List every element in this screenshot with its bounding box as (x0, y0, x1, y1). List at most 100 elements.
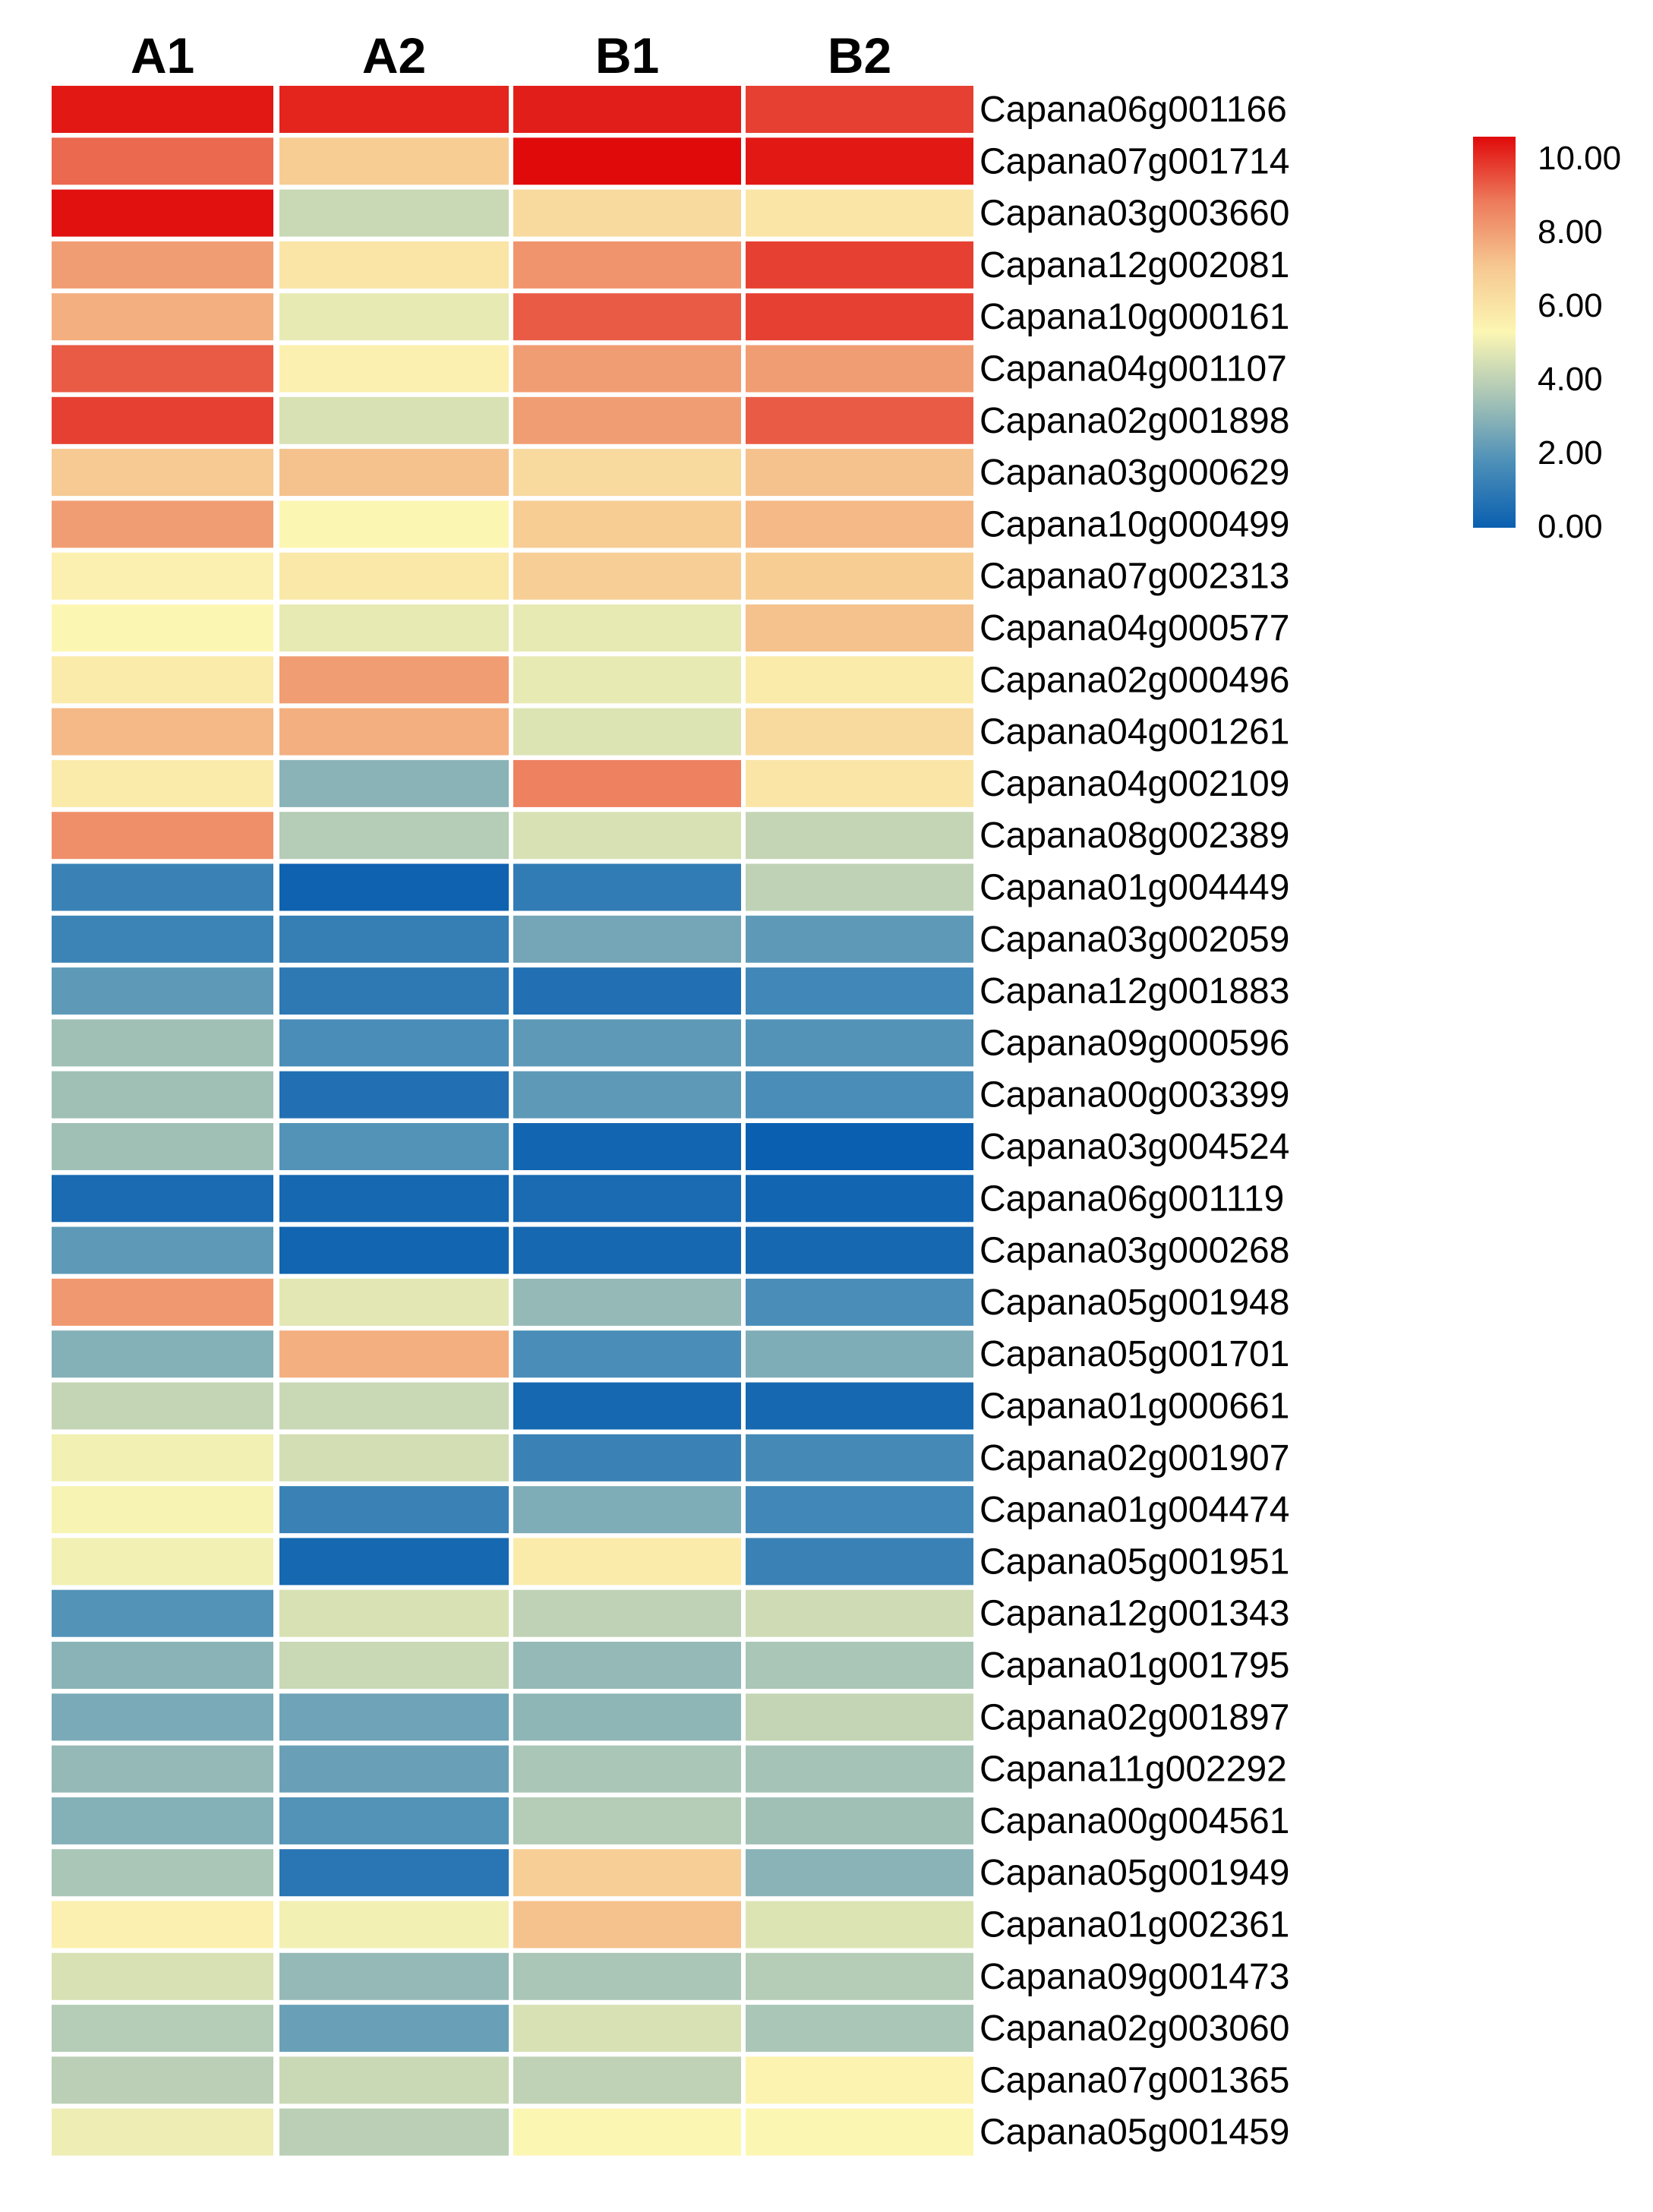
heatmap-cell (513, 967, 741, 1015)
heatmap-cell (513, 1642, 741, 1689)
heatmap-cell (513, 1382, 741, 1430)
row-label: Capana01g004474 (979, 1490, 1289, 1530)
heatmap-cell (746, 708, 973, 756)
heatmap-cell (513, 1589, 741, 1637)
heatmap-cell (746, 1019, 973, 1067)
heatmap-cell (279, 241, 509, 289)
row-label: Capana02g001897 (979, 1697, 1289, 1737)
heatmap-cell (513, 2056, 741, 2104)
heatmap-cell (52, 2005, 273, 2053)
heatmap-cell (513, 1019, 741, 1067)
row-label: Capana07g001365 (979, 2060, 1289, 2100)
heatmap-cell (52, 1797, 273, 1844)
row-label: Capana12g001343 (979, 1594, 1289, 1634)
row-label: Capana00g003399 (979, 1075, 1289, 1115)
heatmap-cell (279, 812, 509, 860)
row-labels: Capana06g001166 Capana07g001714 Capana03g0… (979, 90, 1289, 2153)
row-label: Capana03g000268 (979, 1231, 1289, 1271)
heatmap-cell (279, 500, 509, 548)
heatmap-cell (279, 449, 509, 497)
colorbar-tick-label: 6.00 (1538, 287, 1603, 324)
heatmap-cell (52, 915, 273, 963)
heatmap-cell (746, 137, 973, 185)
row-label: Capana02g000496 (979, 660, 1289, 700)
heatmap-cell (52, 293, 273, 341)
heatmap-cell (52, 86, 273, 133)
heatmap-cell (746, 552, 973, 600)
heatmap-cell (52, 552, 273, 600)
heatmap-cell (513, 1693, 741, 1741)
row-label: Capana07g001714 (979, 141, 1289, 181)
heatmap-cell (513, 241, 741, 289)
heatmap-cell (513, 1175, 741, 1223)
heatmap-cell (52, 759, 273, 807)
heatmap-cell (746, 656, 973, 704)
heatmap-cell (279, 1382, 509, 1430)
heatmap-cell (279, 345, 509, 393)
heatmap-cell (279, 863, 509, 911)
heatmap-cell (52, 241, 273, 289)
row-label: Capana11g002292 (979, 1750, 1287, 1790)
heatmap-cell (746, 2108, 973, 2156)
heatmap-cell (279, 759, 509, 807)
row-label: Capana05g001949 (979, 1853, 1289, 1893)
heatmap-cell (52, 1693, 273, 1741)
row-label: Capana05g001948 (979, 1283, 1289, 1323)
row-label: Capana09g000596 (979, 1023, 1289, 1063)
heatmap-cell (52, 1538, 273, 1586)
column-label-b1: B1 (595, 27, 659, 84)
heatmap-cell (52, 1278, 273, 1326)
heatmap-cell (279, 1226, 509, 1274)
heatmap-cell (746, 189, 973, 237)
heatmap-cell (746, 1175, 973, 1223)
heatmap-cell (746, 1330, 973, 1378)
heatmap-cell (746, 1589, 973, 1637)
heatmap-cell (52, 1901, 273, 1949)
heatmap-cell (279, 1123, 509, 1170)
heatmap-cell (52, 396, 273, 444)
heatmap-cell (746, 1071, 973, 1119)
heatmap-cell (746, 1849, 973, 1897)
heatmap-cell (746, 86, 973, 133)
row-label: Capana01g002361 (979, 1905, 1289, 1945)
heatmap-cell (746, 2056, 973, 2104)
heatmap-cell (279, 189, 509, 237)
heatmap-cell (513, 137, 741, 185)
row-label: Capana03g000629 (979, 453, 1289, 493)
heatmap-cell (513, 345, 741, 393)
column-label-a2: A2 (362, 27, 426, 84)
row-label: Capana03g002059 (979, 920, 1289, 960)
heatmap-cell (746, 396, 973, 444)
heatmap-cell (279, 1745, 509, 1793)
heatmap-cell (513, 2108, 741, 2156)
heatmap-cell (513, 1745, 741, 1793)
row-label: Capana07g002313 (979, 557, 1289, 597)
heatmap-cell (746, 2005, 973, 2053)
heatmap-cell (279, 915, 509, 963)
heatmap-cell (746, 1952, 973, 2000)
heatmap-cell (746, 1693, 973, 1741)
heatmap-cell (279, 1797, 509, 1844)
heatmap-cell (279, 2056, 509, 2104)
heatmap-cell (52, 1642, 273, 1689)
row-label: Capana04g001107 (979, 349, 1287, 390)
heatmap-cell (52, 1123, 273, 1170)
row-label: Capana06g001166 (979, 90, 1287, 130)
heatmap-cell (746, 863, 973, 911)
colorbar-tick-label: 8.00 (1538, 213, 1603, 251)
heatmap-cell (279, 1849, 509, 1897)
heatmap-cell (513, 189, 741, 237)
heatmap-cell (513, 1071, 741, 1119)
colorbar-bar (1473, 137, 1516, 528)
heatmap-cell (513, 2005, 741, 2053)
heatmap-cell (746, 812, 973, 860)
heatmap-cell (52, 1071, 273, 1119)
heatmap-cell (52, 1589, 273, 1637)
row-label: Capana02g001907 (979, 1438, 1289, 1478)
heatmap-cell (513, 396, 741, 444)
heatmap-cell (279, 2005, 509, 2053)
heatmap-cell (513, 1952, 741, 2000)
heatmap-cell (746, 915, 973, 963)
heatmap-cell (746, 1278, 973, 1326)
heatmap-cell (513, 708, 741, 756)
